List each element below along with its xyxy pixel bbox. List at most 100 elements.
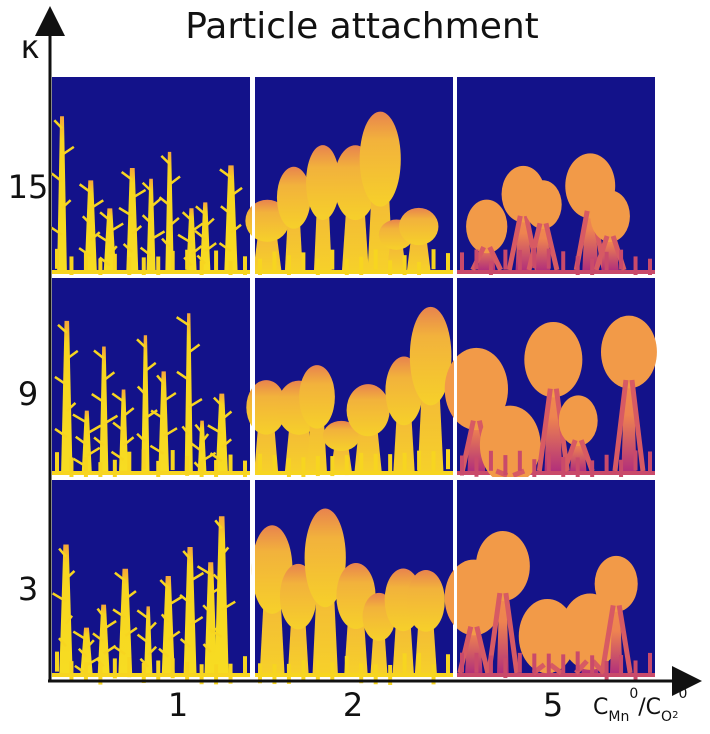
short-growth — [272, 454, 277, 475]
dendrite-branch — [65, 615, 74, 625]
x-axis-label: CMn0/CO20 — [593, 686, 687, 725]
short-growth — [258, 258, 262, 279]
dendrite-branch — [195, 205, 207, 216]
short-growth — [214, 460, 219, 481]
short-growth — [359, 663, 364, 684]
short-growth — [286, 458, 291, 479]
short-growth — [301, 252, 306, 273]
dendrite-branch — [85, 639, 95, 650]
dendrite-root — [599, 604, 633, 674]
dendrite-branch — [194, 423, 204, 434]
dendrite-cap — [590, 190, 630, 242]
dendrite-branch — [122, 407, 135, 418]
short-growth — [373, 664, 378, 685]
dendrite-branch — [131, 225, 143, 235]
short-growth — [359, 452, 364, 473]
short-growth — [141, 449, 146, 470]
short-growth — [575, 457, 580, 478]
short-growth — [199, 664, 204, 685]
x-axis-label-part: O — [661, 709, 672, 725]
dendrite-branch — [202, 643, 212, 653]
column-label: 2 — [343, 686, 363, 724]
dendrite-branch — [136, 609, 149, 620]
dendrite-trunk — [161, 575, 175, 673]
dendrite-branch — [208, 627, 223, 638]
dendrite-branch — [54, 375, 68, 386]
short-growth — [546, 248, 551, 269]
short-growth — [330, 456, 335, 477]
dendrite-branch — [147, 621, 157, 632]
short-growth — [141, 663, 146, 684]
short-growth — [517, 652, 522, 673]
dendrite-branch — [52, 592, 67, 603]
dendrite-branch — [86, 424, 102, 435]
dendrite-branch — [78, 183, 92, 194]
dendrite-branch — [89, 231, 101, 242]
dendrite-branch — [93, 436, 105, 447]
dendrite-branch — [103, 371, 116, 382]
short-growth — [402, 255, 407, 276]
dendrite-branch — [108, 245, 118, 255]
dendrite-branch — [99, 211, 111, 222]
dendrite-trunk — [118, 568, 133, 673]
short-growth — [199, 461, 204, 482]
column-label: 5 — [543, 686, 563, 724]
short-growth — [633, 660, 638, 681]
substrate — [457, 270, 655, 274]
short-growth — [488, 261, 493, 282]
short-growth — [460, 455, 464, 476]
dendrite-cap — [600, 315, 657, 389]
short-growth — [301, 660, 306, 681]
dendrite-branch — [190, 442, 203, 453]
x-axis-label-part: /C — [638, 695, 661, 720]
dendrite-branch — [204, 242, 217, 253]
short-growth — [619, 249, 624, 270]
short-growth — [561, 456, 566, 477]
short-growth — [83, 252, 88, 273]
short-growth — [185, 455, 190, 476]
dendrite-branch — [156, 374, 165, 385]
dendrite-crown — [246, 380, 287, 435]
dendrite-branch — [181, 425, 190, 436]
dendrite-branch — [120, 170, 134, 181]
short-growth — [170, 658, 175, 679]
dendrite-branch — [221, 410, 233, 421]
dendrite-branch — [150, 198, 162, 208]
dendrite-root — [526, 222, 560, 271]
short-growth — [214, 664, 219, 685]
dendrite-branch — [103, 414, 119, 425]
dendrite-branch — [66, 349, 79, 360]
dendrite-branch — [144, 361, 157, 372]
dendrite-branch — [168, 175, 181, 186]
short-growth — [474, 249, 479, 270]
row-label: 3 — [18, 570, 38, 608]
dendrite-branch — [53, 119, 63, 130]
dendrite-trunk — [84, 180, 97, 270]
dendrite-branch — [150, 230, 166, 241]
dendrite-crown — [406, 569, 445, 632]
dendrite-branch — [136, 432, 147, 443]
short-growth — [98, 664, 103, 685]
short-growth — [388, 664, 393, 685]
dendrite-branch — [160, 154, 171, 165]
dendrite-branch — [214, 519, 223, 530]
dendrite-branch — [91, 392, 105, 404]
short-growth — [83, 457, 88, 478]
short-growth — [330, 249, 335, 270]
dendrite-branch — [61, 199, 72, 210]
row-label: 15 — [8, 168, 49, 206]
short-growth — [315, 456, 320, 477]
dendrite-crown — [322, 420, 360, 451]
short-growth — [532, 248, 537, 269]
dendrite-branch — [161, 237, 171, 248]
short-growth — [402, 452, 407, 473]
dendrite-branch — [212, 573, 223, 584]
short-growth — [344, 258, 349, 279]
x-axis-label-part: C — [593, 695, 608, 720]
dendrite-crown — [359, 111, 401, 207]
short-growth — [488, 655, 493, 676]
short-growth — [330, 662, 335, 683]
dendrite-branch — [188, 343, 201, 354]
x-axis-label-part: 2 — [672, 710, 678, 721]
short-growth — [272, 664, 277, 685]
